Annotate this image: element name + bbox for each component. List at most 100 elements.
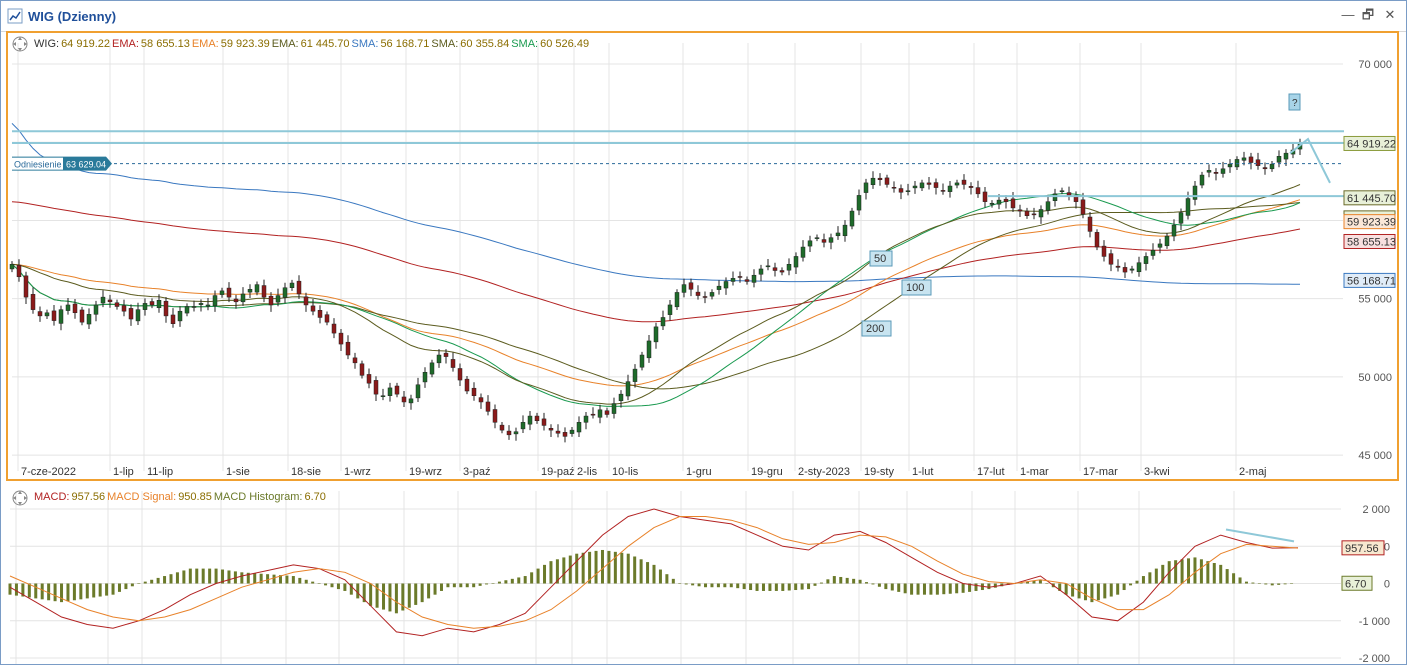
candle-body bbox=[765, 265, 771, 268]
macd-histogram-bar bbox=[362, 583, 366, 603]
candle-body bbox=[30, 294, 36, 310]
candle-body bbox=[1045, 201, 1051, 211]
title-bar[interactable]: WIG (Dzienny) — 🗗 ✕ bbox=[1, 1, 1406, 32]
candle-body bbox=[583, 415, 589, 423]
macd-histogram-bar bbox=[240, 572, 244, 584]
macd-histogram-bar bbox=[407, 583, 411, 608]
candle-body bbox=[632, 368, 638, 382]
candle-body bbox=[1185, 198, 1191, 216]
legend-item-value: 60 526.49 bbox=[540, 38, 590, 50]
candle-body bbox=[1059, 190, 1065, 192]
macd-histogram-bar bbox=[562, 557, 566, 584]
macd-histogram-bar bbox=[1038, 579, 1042, 584]
macd-histogram-bar bbox=[871, 583, 875, 585]
macd-histogram-bar bbox=[1238, 577, 1242, 584]
price-chart-panel[interactable]: 7-cze-2022 1-lip 11-lip 1-sie 18-sie 1-wrz 19-… bbox=[6, 31, 1399, 481]
sma-200-line bbox=[11, 123, 1300, 285]
macd-histogram-bar bbox=[427, 583, 431, 599]
restore-icon: 🗗 bbox=[1361, 7, 1375, 22]
candle-body bbox=[1199, 174, 1205, 186]
macd-histogram-bar bbox=[98, 583, 102, 597]
macd-histogram-bar bbox=[749, 583, 753, 591]
macd-histogram-bar bbox=[439, 583, 443, 591]
y-tick-label: 50 000 bbox=[1358, 372, 1392, 384]
candle-body bbox=[429, 362, 435, 375]
candle-body bbox=[1143, 256, 1149, 264]
candle-body bbox=[44, 312, 50, 317]
candle-body bbox=[457, 368, 463, 381]
macd-histogram-bar bbox=[298, 577, 302, 584]
macd-histogram-bar bbox=[169, 574, 173, 584]
move-arrows-icon[interactable] bbox=[11, 489, 29, 507]
macd-histogram-bar bbox=[865, 582, 869, 584]
macd-histogram-bar bbox=[317, 583, 321, 584]
macd-histogram-bar bbox=[903, 583, 907, 594]
candle-body bbox=[597, 409, 603, 418]
macd-histogram-bar bbox=[568, 555, 572, 584]
candle-body bbox=[233, 298, 239, 303]
x-tick-label: 17-lut bbox=[977, 466, 1005, 478]
macd-histogram-bar bbox=[678, 583, 682, 584]
macd-histogram-bar bbox=[639, 559, 643, 584]
close-button[interactable]: ✕ bbox=[1381, 6, 1399, 24]
macd-histogram-bar bbox=[633, 556, 637, 584]
candle-body bbox=[1094, 232, 1100, 248]
macd-histogram-bar bbox=[968, 583, 972, 592]
legend-item-label: SMA: bbox=[431, 38, 459, 50]
macd-histogram-bar bbox=[607, 550, 611, 584]
candle-body bbox=[814, 237, 820, 239]
macd-histogram-bar bbox=[684, 583, 688, 585]
macd-histogram-bar bbox=[794, 583, 798, 591]
macd-histogram-bar bbox=[1206, 561, 1210, 584]
macd-histogram-bar bbox=[504, 580, 508, 584]
y-tick-label: 55 000 bbox=[1358, 294, 1392, 306]
candle-body bbox=[569, 429, 575, 434]
y-tick-label: 2 000 bbox=[1362, 504, 1390, 516]
x-tick-label: 1-lut bbox=[912, 466, 933, 478]
x-tick-label: 19-paź bbox=[541, 466, 575, 478]
restore-button[interactable]: 🗗 bbox=[1359, 6, 1377, 24]
macd-histogram-bar bbox=[349, 583, 353, 595]
y-tick-label: -1 000 bbox=[1359, 616, 1390, 628]
candle-body bbox=[240, 293, 246, 303]
macd-histogram-bar bbox=[1154, 568, 1158, 584]
macd-histogram-bar bbox=[736, 583, 740, 589]
macd-histogram-bar bbox=[845, 577, 849, 584]
candle-body bbox=[898, 188, 904, 193]
macd-histogram-bar bbox=[897, 583, 901, 592]
macd-histogram-bar bbox=[761, 583, 765, 591]
macd-histogram-bar bbox=[324, 583, 328, 586]
macd-histogram-bar bbox=[278, 575, 282, 584]
ema-30-line bbox=[11, 184, 1301, 405]
candle-body bbox=[954, 182, 960, 186]
ma-period-label: 50 bbox=[874, 253, 886, 265]
macd-histogram-bar bbox=[34, 583, 38, 599]
candle-body bbox=[128, 308, 134, 320]
macd-histogram-bar bbox=[79, 583, 83, 600]
candle-body bbox=[387, 387, 393, 396]
candle-body bbox=[436, 354, 442, 364]
macd-histogram-bar bbox=[813, 583, 817, 586]
candle-body bbox=[688, 282, 694, 290]
macd-histogram-bar bbox=[465, 583, 469, 588]
macd-histogram-bar bbox=[401, 583, 405, 611]
candle-body bbox=[772, 267, 778, 271]
macd-histogram-bar bbox=[652, 564, 656, 584]
macd-histogram-bar bbox=[343, 583, 347, 591]
ema-50-line bbox=[11, 199, 1301, 387]
price-chart[interactable]: 7-cze-2022 1-lip 11-lip 1-sie 18-sie 1-wrz 19-… bbox=[8, 33, 1397, 479]
minimize-button[interactable]: — bbox=[1339, 6, 1357, 24]
macd-histogram-bar bbox=[1083, 583, 1087, 601]
x-tick-label: 19-gru bbox=[751, 466, 783, 478]
macd-histogram-bar bbox=[852, 578, 856, 584]
macd-histogram-bar bbox=[890, 583, 894, 591]
candle-body bbox=[842, 224, 848, 237]
move-arrows-icon[interactable] bbox=[11, 35, 29, 53]
candle-body bbox=[93, 304, 99, 315]
legend-item-value: 61 445.70 bbox=[300, 38, 350, 50]
candle-body bbox=[499, 424, 505, 431]
candle-body bbox=[1087, 216, 1093, 232]
